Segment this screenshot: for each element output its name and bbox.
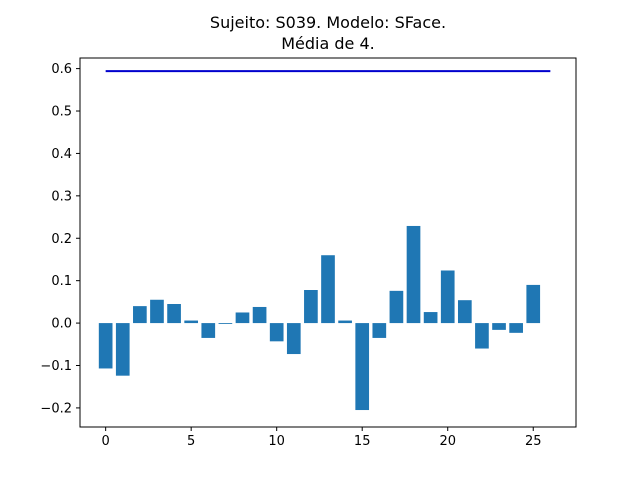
bar bbox=[423, 312, 438, 324]
bar bbox=[526, 284, 541, 324]
bar bbox=[492, 323, 506, 330]
bar bbox=[440, 270, 455, 324]
x-tick-label: 20 bbox=[439, 434, 456, 449]
bar bbox=[406, 225, 421, 324]
y-tick-label: 0.2 bbox=[51, 232, 72, 247]
bar bbox=[167, 304, 181, 324]
bar bbox=[338, 320, 352, 324]
bar bbox=[372, 323, 387, 338]
chart-title: Sujeito: S039. Modelo: SFace. bbox=[210, 13, 446, 32]
plot-frame bbox=[79, 57, 577, 428]
x-tick-label: 25 bbox=[525, 434, 542, 449]
bar bbox=[133, 306, 147, 324]
x-tick-label: 10 bbox=[268, 434, 285, 449]
y-tick-label: 0.1 bbox=[51, 274, 72, 289]
bar bbox=[150, 299, 164, 324]
bar bbox=[509, 323, 523, 333]
bar bbox=[355, 323, 370, 411]
bar bbox=[201, 323, 216, 338]
y-axis: −0.2 −0.1 0.0 0.1 0.2 0.3 0.4 0.5 0.6 bbox=[40, 62, 80, 416]
y-tick-label: −0.2 bbox=[40, 401, 72, 416]
bar bbox=[269, 323, 284, 342]
chart-subtitle: Média de 4. bbox=[281, 34, 375, 53]
x-axis: 0 5 10 15 20 25 bbox=[102, 427, 542, 449]
bar bbox=[475, 323, 489, 349]
bar bbox=[286, 323, 301, 355]
y-tick-label: 0.4 bbox=[51, 147, 72, 162]
bar bbox=[457, 300, 472, 324]
y-tick-label: 0.0 bbox=[51, 317, 72, 332]
y-tick-label: 0.5 bbox=[51, 105, 72, 120]
bar bbox=[235, 312, 250, 324]
bars-group bbox=[98, 225, 541, 411]
bar bbox=[98, 323, 113, 369]
bar bbox=[115, 323, 130, 376]
y-tick-label: −0.1 bbox=[40, 359, 72, 374]
x-tick-label: 0 bbox=[102, 434, 110, 449]
y-tick-label: 0.6 bbox=[51, 62, 72, 77]
bar bbox=[252, 306, 267, 324]
bar bbox=[218, 323, 233, 324]
bar bbox=[321, 255, 335, 324]
bar bbox=[389, 290, 404, 324]
bar bbox=[184, 320, 199, 324]
x-tick-label: 15 bbox=[354, 434, 371, 449]
bar bbox=[304, 290, 318, 324]
y-tick-label: 0.3 bbox=[51, 189, 72, 204]
x-tick-label: 5 bbox=[187, 434, 195, 449]
